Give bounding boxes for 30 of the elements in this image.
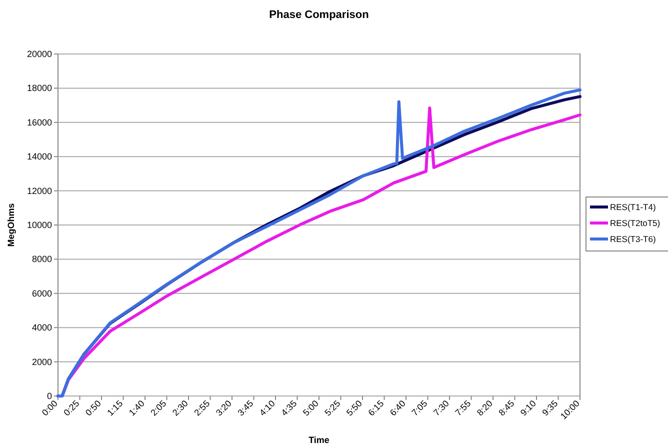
y-tick-label: 0 bbox=[46, 391, 52, 401]
y-tick-label: 14000 bbox=[26, 152, 52, 162]
legend-label: RES(T2toT5) bbox=[610, 218, 660, 228]
x-tick-label: 9:10 bbox=[518, 398, 538, 418]
y-tick-label: 12000 bbox=[26, 186, 52, 196]
y-tick-label: 2000 bbox=[32, 356, 52, 367]
x-tick-label: 4:10 bbox=[257, 398, 277, 418]
y-tick-label: 10000 bbox=[26, 220, 52, 230]
x-tick-label: 8:20 bbox=[474, 398, 494, 418]
x-tick-label: 0:00 bbox=[40, 398, 60, 418]
x-tick-label: 6:40 bbox=[388, 398, 408, 418]
x-tick-label: 4:35 bbox=[279, 398, 299, 418]
legend-label: RES(T3-T6) bbox=[610, 234, 656, 244]
y-tick-label: 6000 bbox=[32, 288, 52, 298]
legend-label: RES(T1-T4) bbox=[610, 202, 656, 212]
y-tick-label: 20000 bbox=[26, 49, 52, 59]
x-tick-label: 3:20 bbox=[214, 398, 234, 418]
x-tick-label: 5:50 bbox=[344, 398, 364, 418]
x-tick-label: 5:00 bbox=[300, 398, 320, 418]
y-tick-label: 16000 bbox=[26, 117, 52, 128]
y-tick-label: 18000 bbox=[26, 83, 52, 94]
x-axis-title: Time bbox=[308, 435, 330, 445]
chart-title: Phase Comparison bbox=[269, 9, 370, 21]
x-tick-label: 7:30 bbox=[431, 398, 451, 418]
x-tick-label: 7:05 bbox=[410, 398, 430, 418]
y-axis-title: MegOhms bbox=[6, 203, 16, 247]
y-tick-label: 8000 bbox=[32, 254, 52, 264]
x-tick-label: 7:55 bbox=[453, 398, 473, 418]
x-tick-label: 0:50 bbox=[83, 398, 103, 418]
y-tick-label: 4000 bbox=[32, 322, 52, 333]
